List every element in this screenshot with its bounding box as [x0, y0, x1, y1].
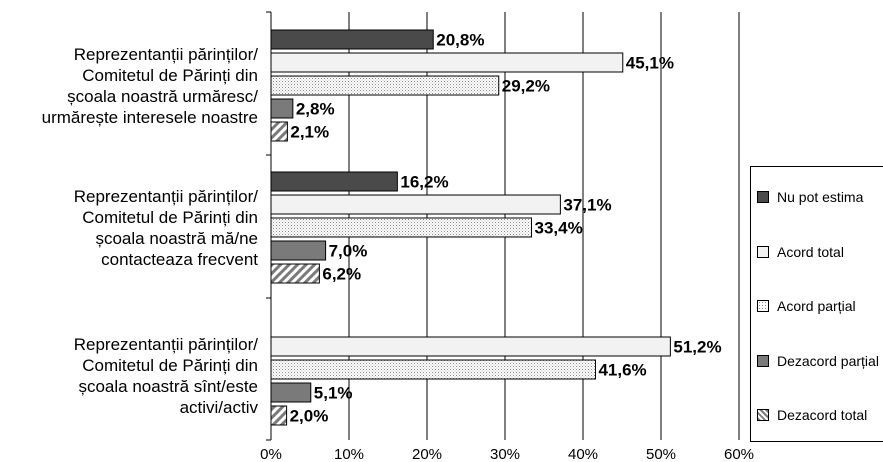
legend-label: Nu pot estima	[777, 189, 864, 205]
category-label-line: activi/activ	[179, 398, 258, 417]
category-label-line: Reprezentanții părinților/	[73, 187, 258, 206]
category-label-line: școala noastră urmăresc/	[67, 87, 258, 106]
data-label: 51,2%	[673, 338, 721, 357]
category-label: Reprezentanții părinților/Comitetul de P…	[8, 334, 258, 418]
x-tick-label: 60%	[724, 446, 754, 462]
data-label: 5,1%	[314, 384, 353, 403]
x-tick-label: 30%	[490, 446, 520, 462]
category-label: Reprezentanții părinților/Comitetul de P…	[8, 44, 258, 128]
category-label-line: școala noastră mă/ne	[95, 229, 258, 248]
category-label-line: Comitetul de Părinți din	[82, 356, 258, 375]
bar	[270, 382, 312, 403]
legend-swatch	[757, 409, 769, 421]
bar	[270, 194, 561, 215]
data-label: 33,4%	[535, 219, 583, 238]
bar	[270, 359, 596, 380]
bar	[270, 405, 288, 426]
data-label: 2,8%	[296, 100, 335, 119]
legend-label: Acord total	[777, 244, 844, 260]
x-tick-label: 50%	[646, 446, 676, 462]
bar	[270, 171, 398, 192]
legend-item: Acord parțial	[757, 296, 856, 316]
category-label-line: urmărește interesele noastre	[41, 108, 258, 127]
legend-swatch	[757, 191, 769, 203]
category-label-line: Reprezentanții părinților/	[73, 45, 258, 64]
data-label: 45,1%	[626, 54, 674, 73]
bar	[270, 75, 500, 96]
bar	[270, 240, 327, 261]
x-tick-label: 10%	[334, 446, 364, 462]
category-label-line: Comitetul de Părinți din	[82, 66, 258, 85]
data-label: 2,0%	[290, 407, 329, 426]
data-label: 2,1%	[290, 123, 329, 142]
legend-label: Dezacord total	[777, 407, 868, 423]
legend-item: Acord total	[757, 242, 844, 262]
data-label: 37,1%	[563, 196, 611, 215]
bar	[270, 29, 434, 50]
legend-label: Acord parțial	[777, 298, 856, 314]
legend-swatch	[757, 246, 769, 258]
legend: Nu pot estima Acord total Acord parțial Dez…	[750, 166, 883, 442]
x-tick-label: 20%	[412, 446, 442, 462]
category-label-line: școala noastră sînt/este	[78, 377, 258, 396]
legend-label: Dezacord parțial	[777, 353, 879, 369]
category-label: Reprezentanții părinților/Comitetul de P…	[8, 186, 258, 270]
category-label-line: contacteaza frecvent	[101, 250, 258, 269]
data-label: 16,2%	[400, 173, 448, 192]
data-label: 6,2%	[322, 265, 361, 284]
data-label: 41,6%	[598, 361, 646, 380]
data-label: 7,0%	[329, 242, 368, 261]
bar	[270, 52, 624, 73]
legend-item: Nu pot estima	[757, 187, 863, 207]
legend-swatch	[757, 300, 769, 312]
bar	[270, 121, 288, 142]
data-label: 20,8%	[436, 31, 484, 50]
category-label-line: Reprezentanții părinților/	[73, 335, 258, 354]
legend-item: Dezacord total	[757, 405, 867, 425]
bar	[270, 263, 320, 284]
bar	[270, 336, 671, 357]
category-label-line: Comitetul de Părinți din	[82, 208, 258, 227]
bar	[270, 217, 533, 238]
x-tick-label: 40%	[568, 446, 598, 462]
legend-item: Dezacord parțial	[757, 351, 879, 371]
x-tick-label: 0%	[260, 446, 282, 462]
legend-swatch	[757, 355, 769, 367]
bar	[270, 98, 294, 119]
data-label: 29,2%	[502, 77, 550, 96]
